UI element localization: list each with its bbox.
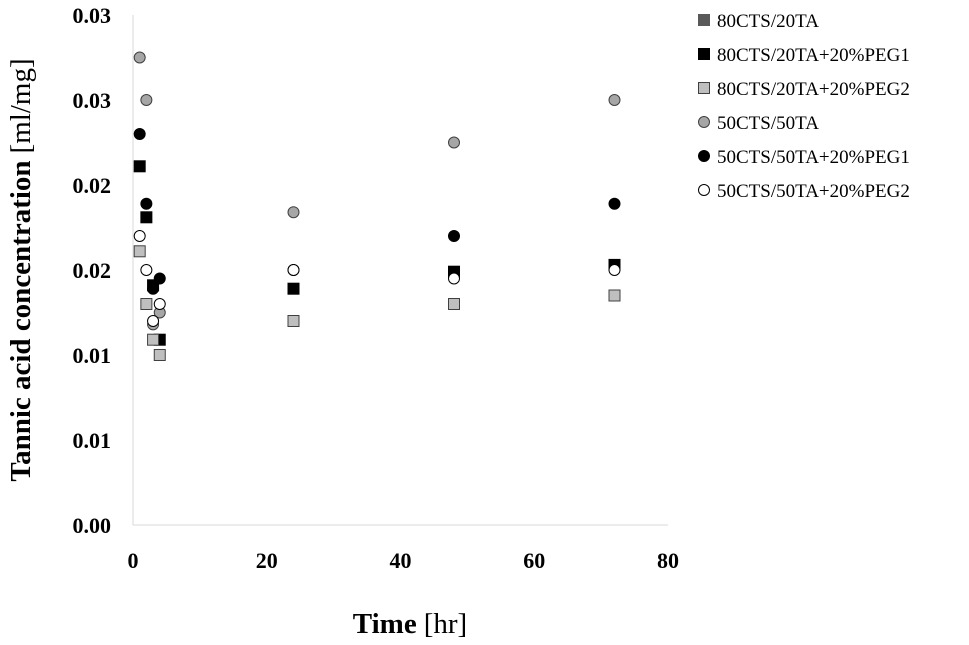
x-tick-label: 80 [657,548,679,573]
legend-item: 80CTS/20TA [698,11,819,32]
legend-label: 50CTS/50TA+20%PEG1 [717,147,910,168]
y-tick-labels: 0.00 0.01 0.01 0.02 0.02 0.03 0.03 [73,3,112,538]
legend-marker [698,82,710,94]
data-point [287,315,300,327]
data-point [608,197,621,210]
x-axis-title-unit: [hr] [424,608,467,640]
y-axis-title-unit: [ml/mg] [5,58,37,153]
data-point [608,264,621,276]
data-point [287,206,300,219]
y-axis-title-bold: Tannic acid concentration [5,160,37,481]
data-point [140,197,153,210]
data-point [140,211,153,224]
legend-marker [698,116,710,128]
y-tick-label: 0.02 [73,173,112,198]
legend-label: 80CTS/20TA [717,11,819,32]
data-points [133,51,621,361]
y-tick-label: 0.01 [73,343,112,368]
data-point [287,282,300,295]
data-point [133,160,146,173]
data-point [153,298,166,310]
legend-marker [698,150,710,162]
data-point [448,272,460,285]
data-point [140,264,153,276]
data-point [140,94,153,106]
data-point [133,245,146,258]
y-tick-label: 0.03 [73,3,112,28]
legend-label: 50CTS/50TA [717,113,819,134]
data-point [608,94,621,106]
data-point [133,230,146,242]
y-axis-title: Tannic acid concentration [ml/mg] [5,58,37,481]
data-point [140,298,153,310]
legend-label: 80CTS/20TA+20%PEG1 [717,45,910,66]
legend-item: 80CTS/20TA+20%PEG2 [698,79,910,100]
x-tick-label: 40 [390,548,412,573]
series-3 [133,51,621,331]
x-tick-label: 0 [128,548,139,573]
series-2 [133,245,621,361]
x-axis-title-bold: Time [353,608,417,640]
y-tick-label: 0.03 [73,88,112,113]
data-point [153,349,166,361]
legend-item: 50CTS/50TA+20%PEG1 [698,147,910,168]
legend-label: 50CTS/50TA+20%PEG2 [717,181,910,202]
legend-label: 80CTS/20TA+20%PEG2 [717,79,910,100]
data-point [448,298,460,310]
data-point [147,333,160,346]
data-point [133,128,146,140]
data-point [448,136,460,149]
legend-marker [698,48,710,60]
axes [132,15,668,526]
y-tick-label: 0.00 [73,513,112,538]
legend: 80CTS/20TA 80CTS/20TA+20%PEG1 80CTS/20TA+2… [698,11,910,202]
series-5 [133,230,621,327]
y-tick-label: 0.01 [73,428,112,453]
x-tick-labels: 0 20 40 60 80 [128,548,680,573]
x-tick-label: 60 [523,548,545,573]
legend-marker [698,14,710,26]
data-point [608,289,621,302]
y-tick-label: 0.02 [73,258,112,283]
legend-item: 50CTS/50TA [698,113,819,134]
data-point [147,282,160,295]
data-point [448,230,460,242]
data-point [287,264,300,276]
series-1 [133,160,621,346]
legend-marker [698,184,710,196]
x-tick-label: 20 [256,548,278,573]
data-point [147,315,160,327]
legend-item: 80CTS/20TA+20%PEG1 [698,45,910,66]
x-axis-title: Time [hr] [353,608,467,640]
data-point [133,51,146,64]
data-point [153,272,166,285]
legend-item: 50CTS/50TA+20%PEG2 [698,181,910,202]
series-4 [133,128,621,295]
